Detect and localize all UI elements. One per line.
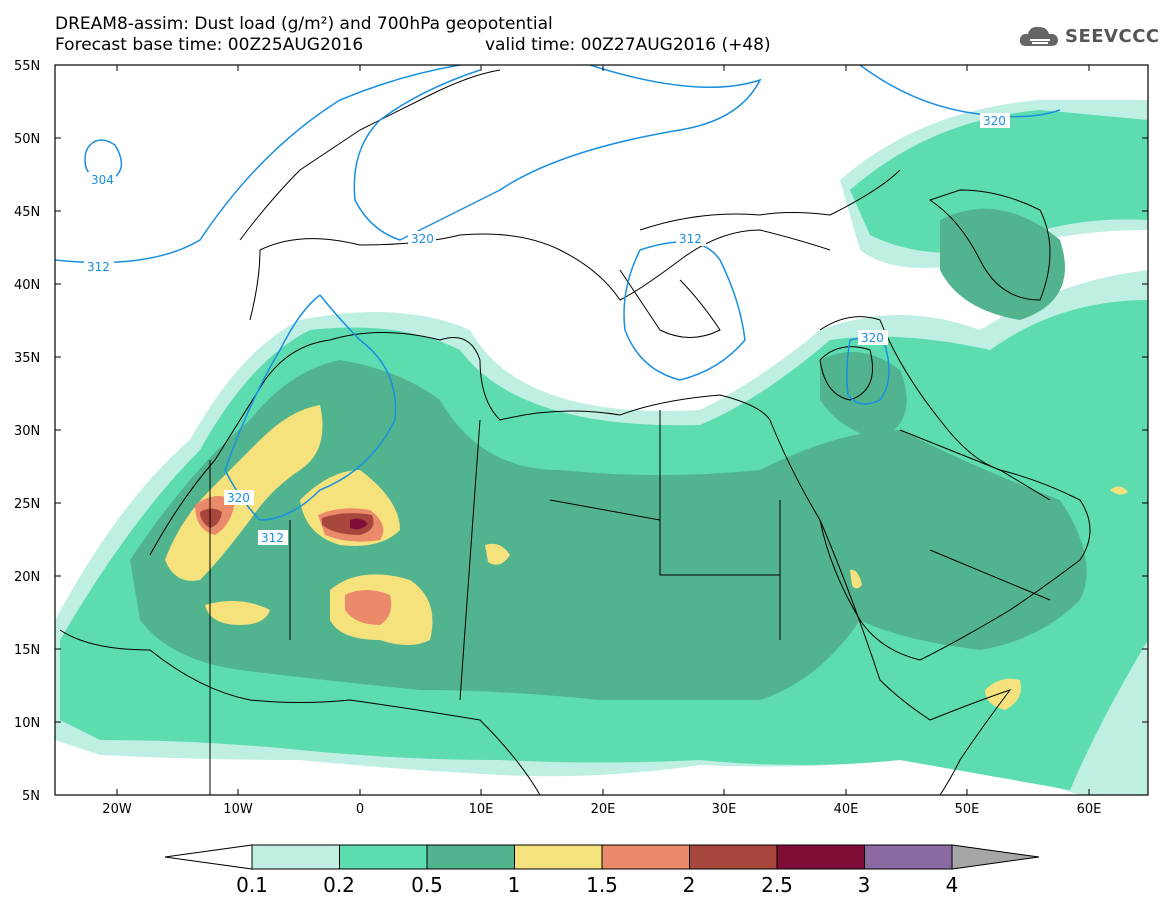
lon-label: 20E <box>591 802 616 817</box>
lat-label: 5N <box>22 789 40 804</box>
latitude-axis: 55N 50N 45N 40N 35N 30N 25N 20N 15N 10N … <box>14 59 1148 804</box>
coastlines <box>59 69 1091 795</box>
colorbar-under-triangle <box>164 844 253 870</box>
contour-320-north <box>353 65 762 241</box>
contour-312-east <box>623 241 746 381</box>
lat-label: 45N <box>14 205 40 220</box>
lat-label: 35N <box>14 351 40 366</box>
lon-label: 20W <box>102 802 132 817</box>
contour-label: 320 <box>861 331 884 345</box>
lon-label: 0 <box>356 802 364 817</box>
colorbar-tick: 0.2 <box>323 873 355 897</box>
colorbar <box>164 844 1040 870</box>
lon-label: 40E <box>834 802 859 817</box>
contour-312-west <box>55 65 461 264</box>
colorbar-segment <box>339 844 428 870</box>
lat-label: 25N <box>14 497 40 512</box>
colorbar-over-triangle <box>951 844 1040 870</box>
contour-labels: 304 312 320 320 312 312 320 320 <box>84 113 1010 545</box>
colorbar-tick: 1.5 <box>586 873 618 897</box>
colorbar-segment <box>776 844 865 870</box>
colorbar-segment <box>601 844 690 870</box>
longitude-axis: 20W 10W 0 10E 20E 30E 40E 50E 60E <box>102 65 1101 817</box>
logo-text: SEEVCCC <box>1065 26 1160 47</box>
lon-label: 50E <box>955 802 980 817</box>
cloud-icon <box>1019 26 1058 46</box>
map-title: DREAM8-assim: Dust load (g/m²) and 700hP… <box>55 14 553 34</box>
forecast-base-time: Forecast base time: 00Z25AUG2016 <box>55 35 364 55</box>
contour-label: 320 <box>411 232 434 246</box>
colorbar-segment <box>514 844 603 870</box>
colorbar-segment <box>426 844 515 870</box>
valid-time: valid time: 00Z27AUG2016 (+48) <box>485 35 771 55</box>
lon-label: 30E <box>712 802 737 817</box>
lat-label: 15N <box>14 643 40 658</box>
colorbar-segment <box>864 844 953 870</box>
colorbar-tick: 2 <box>682 873 696 897</box>
lat-label: 40N <box>14 278 40 293</box>
contour-label: 312 <box>87 260 110 274</box>
contour-320-sahara <box>224 294 397 521</box>
colorbar-segment <box>689 844 778 870</box>
colorbar-tick: 0.1 <box>236 873 268 897</box>
contour-label: 320 <box>227 491 250 505</box>
lat-label: 30N <box>14 424 40 439</box>
colorbar-tick: 2.5 <box>761 873 793 897</box>
colorbar-segment <box>251 844 340 870</box>
contour-label: 304 <box>91 173 114 187</box>
colorbar-tick: 0.5 <box>411 873 443 897</box>
contour-label: 312 <box>261 531 284 545</box>
colorbar-tick: 4 <box>945 873 959 897</box>
lat-label: 20N <box>14 570 40 585</box>
seevccc-logo: SEEVCCC <box>1018 22 1159 52</box>
lon-label: 10W <box>223 802 253 817</box>
geopotential-contours <box>55 65 1061 521</box>
colorbar-tick: 1 <box>507 873 521 897</box>
colorbar-tick: 3 <box>857 873 871 897</box>
lat-label: 10N <box>14 716 40 731</box>
contour-label: 312 <box>679 232 702 246</box>
lon-label: 10E <box>469 802 494 817</box>
lat-label: 55N <box>14 59 40 74</box>
contour-label: 320 <box>983 114 1006 128</box>
lon-label: 60E <box>1077 802 1102 817</box>
lat-label: 50N <box>14 132 40 147</box>
